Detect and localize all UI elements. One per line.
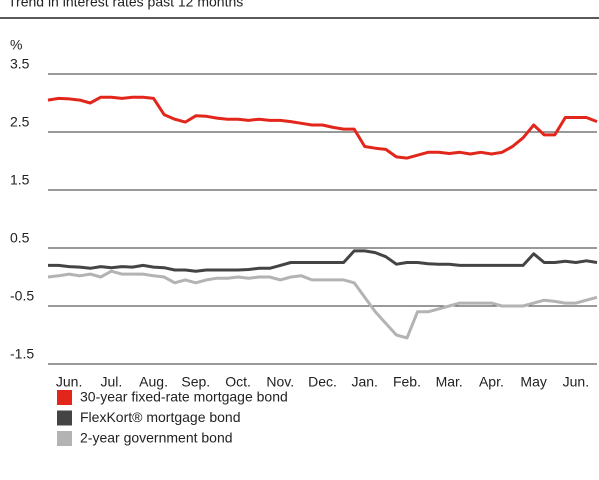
y-tick-label: 0.5 <box>10 230 30 246</box>
x-tick-label: Feb. <box>393 374 421 390</box>
legend-swatch <box>57 410 72 426</box>
series-line <box>47 95 598 160</box>
chart-title: Trend in interest rates past 12 months <box>8 0 243 10</box>
y-tick-label: -0.5 <box>10 288 34 304</box>
legend-label: 2-year government bond <box>80 430 233 446</box>
x-tick-label: May <box>520 374 546 390</box>
y-tick-label: -1.5 <box>10 346 34 362</box>
series-line <box>47 269 598 340</box>
x-tick-label: Apr. <box>479 374 504 390</box>
x-tick-label: Dec. <box>308 374 337 390</box>
x-tick-label: Jun. <box>563 374 589 390</box>
x-tick-label: Aug. <box>139 374 168 390</box>
y-tick-label: 1.5 <box>10 172 30 188</box>
x-tick-label: Jul. <box>100 374 122 390</box>
x-tick-label: Jan. <box>351 374 377 390</box>
x-tick-label: Mar. <box>436 374 463 390</box>
x-tick-label: Sep. <box>181 374 210 390</box>
legend-label: FlexKort® mortgage bond <box>80 409 241 425</box>
legend-label: 30-year fixed-rate mortgage bond <box>80 389 288 405</box>
x-tick-label: Oct. <box>225 374 251 390</box>
x-tick-label: Jun. <box>56 374 82 390</box>
x-tick-label: Nov. <box>266 374 294 390</box>
legend-swatch <box>57 431 72 446</box>
series-line <box>48 249 598 273</box>
legend-swatch <box>57 390 72 405</box>
y-axis-label: % <box>10 37 22 53</box>
y-tick-label: 3.5 <box>10 56 30 72</box>
y-tick-label: 2.5 <box>10 114 30 130</box>
